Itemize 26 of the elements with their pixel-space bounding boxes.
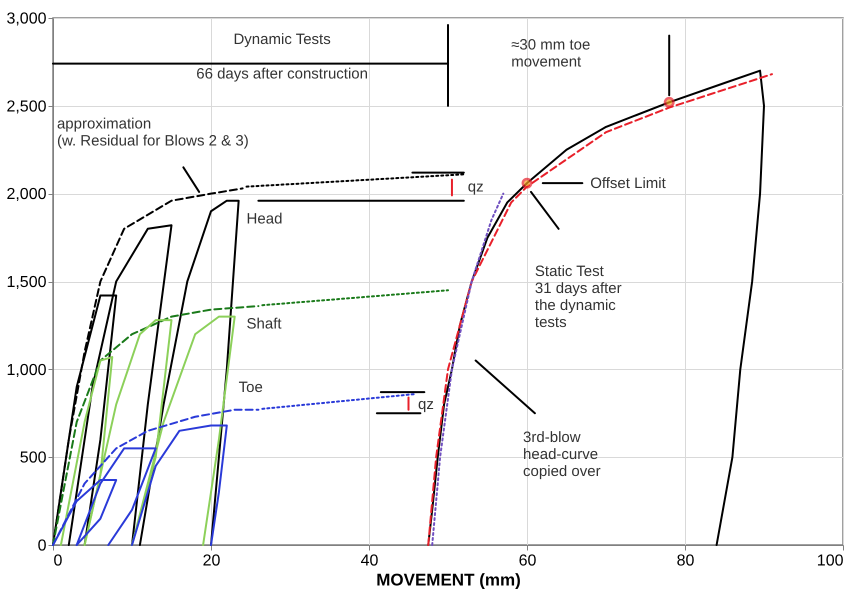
annotation: 3rd-blow head-curve copied over bbox=[523, 428, 601, 480]
annotation: Toe bbox=[238, 378, 263, 396]
annotation: Offset Limit bbox=[590, 174, 667, 192]
annotation: qz bbox=[418, 396, 434, 413]
annotation: 66 days after construction bbox=[196, 65, 368, 82]
x-tick-label: 80 bbox=[676, 552, 694, 570]
x-tick-label: 100 bbox=[816, 552, 844, 570]
annotation: approximation (w. Residual for Blows 2 & 3) bbox=[56, 115, 249, 150]
y-tick-label: 0 bbox=[38, 538, 47, 554]
annotation: Static Test 31 days after the dynamic tests bbox=[534, 262, 622, 331]
y-tick-label: 500 bbox=[20, 450, 47, 467]
y-tick-label: 2,500 bbox=[6, 98, 47, 116]
annotation: Dynamic Tests bbox=[233, 31, 331, 48]
y-tick-label: 1,000 bbox=[6, 362, 47, 379]
y-tick-label: 3,000 bbox=[6, 10, 47, 28]
annotation: qz bbox=[468, 178, 484, 196]
x-axis-title: MOVEMENT (mm) bbox=[376, 570, 521, 590]
annotation: Head bbox=[246, 210, 282, 228]
x-tick-label: 0 bbox=[54, 552, 62, 570]
x-tick-label: 40 bbox=[360, 552, 378, 570]
y-tick-label: 2,000 bbox=[6, 186, 47, 204]
y-tick-label: 1,500 bbox=[6, 274, 47, 291]
annotation: Shaft bbox=[246, 316, 282, 333]
annotation: ≈30 mm toe movement bbox=[511, 36, 590, 70]
x-tick-label: 20 bbox=[202, 552, 220, 570]
x-tick-label: 60 bbox=[518, 552, 536, 570]
